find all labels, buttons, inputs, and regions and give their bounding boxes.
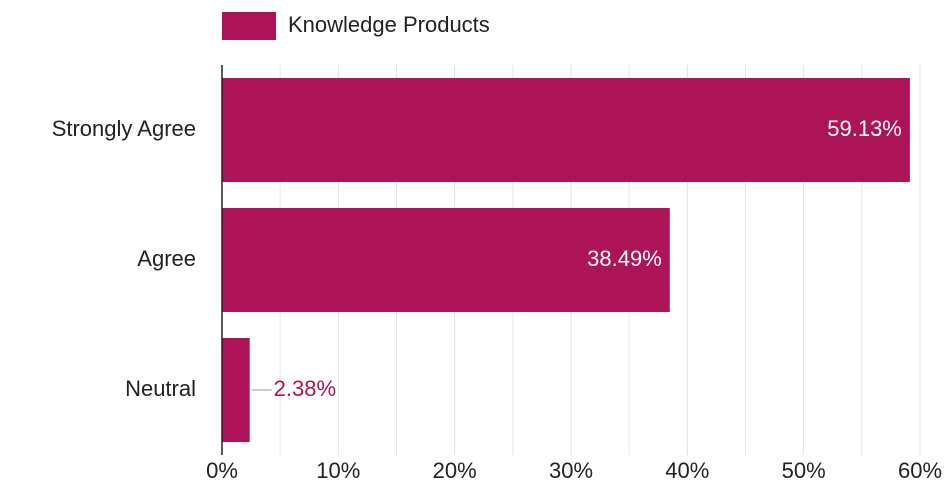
x-tick-label: 0% — [206, 458, 238, 483]
y-tick-label: Agree — [137, 246, 196, 271]
legend-label: Knowledge Products — [288, 12, 490, 37]
legend-swatch — [222, 12, 276, 40]
bar — [222, 78, 910, 182]
x-tick-label: 20% — [433, 458, 477, 483]
x-tick-label: 10% — [316, 458, 360, 483]
x-tick-label: 60% — [898, 458, 942, 483]
bar — [222, 338, 250, 442]
x-tick-label: 40% — [665, 458, 709, 483]
x-tick-label: 50% — [782, 458, 826, 483]
bar — [222, 208, 670, 312]
y-tick-label: Strongly Agree — [52, 116, 196, 141]
data-label: 2.38% — [274, 376, 336, 401]
y-tick-label: Neutral — [125, 376, 196, 401]
x-tick-label: 30% — [549, 458, 593, 483]
data-label: 59.13% — [827, 116, 902, 141]
data-label: 38.49% — [587, 246, 662, 271]
